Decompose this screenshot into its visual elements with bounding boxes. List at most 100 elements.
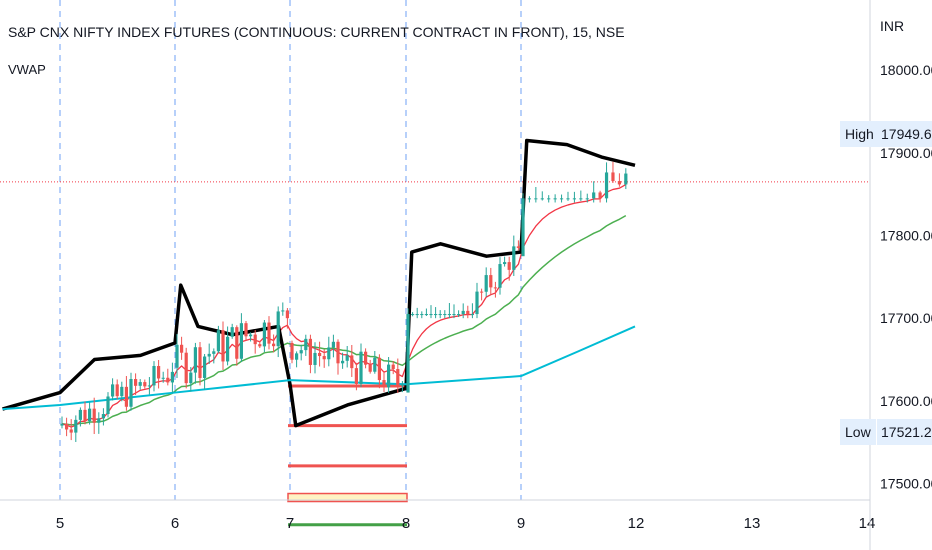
x-tick-label: 6: [171, 515, 179, 532]
vwap-line: [2, 138, 636, 428]
candle-body: [391, 364, 395, 370]
candle-body: [598, 192, 602, 199]
candle-body: [290, 342, 294, 360]
candle-body: [304, 338, 308, 351]
candle-body: [489, 275, 493, 288]
candle-body: [143, 382, 147, 387]
candle-body: [396, 369, 400, 386]
candle-body: [166, 377, 170, 383]
candle-body: [368, 364, 372, 372]
candle-body: [411, 314, 415, 316]
candle-body: [341, 360, 345, 364]
candle-body: [152, 366, 156, 386]
candle-body: [276, 311, 280, 347]
candle-body: [281, 310, 285, 312]
candle-body: [331, 341, 335, 348]
candle-body: [253, 334, 257, 345]
candle-body: [466, 310, 470, 315]
high-label: High: [840, 121, 879, 147]
candle-body: [336, 341, 340, 364]
candle-body: [124, 386, 128, 407]
candle-body: [115, 384, 119, 397]
y-tick-label: 17600.00: [880, 393, 932, 409]
candle-body: [359, 351, 363, 384]
candle-body: [327, 347, 331, 360]
candle-body: [377, 357, 381, 381]
candle-body: [373, 357, 377, 372]
candle-body: [216, 330, 220, 352]
x-tick-label: 9: [517, 515, 525, 532]
candle-body: [193, 347, 197, 373]
x-tick-label: 5: [56, 515, 64, 532]
candle-body: [138, 382, 142, 386]
candle-body: [553, 198, 557, 200]
ema-slow-line: [61, 214, 627, 426]
y-tick-label: 18000.00: [880, 62, 932, 78]
y-tick-label: 17900.00: [880, 145, 932, 161]
candles: [60, 161, 628, 442]
candle-body: [527, 198, 532, 200]
candle-body: [415, 314, 419, 316]
candle-body: [285, 310, 289, 319]
y-tick-label: 17800.00: [880, 228, 932, 244]
candle-body: [611, 172, 615, 182]
candle-body: [447, 314, 451, 316]
candle-body: [516, 246, 520, 248]
candle-body: [147, 385, 151, 387]
candle-body: [170, 371, 174, 383]
candle-body: [507, 262, 511, 270]
candle-body: [272, 343, 276, 347]
candle-body: [198, 347, 202, 378]
candle-body: [295, 353, 299, 360]
candle-body: [354, 368, 358, 384]
candle-body: [350, 355, 354, 369]
candle-body: [617, 181, 621, 185]
candle-body: [313, 352, 317, 365]
candle-body: [69, 429, 73, 433]
candle-body: [503, 262, 507, 265]
candle-body: [249, 334, 253, 337]
candle-body: [78, 409, 82, 420]
candle-body: [424, 314, 428, 316]
candle-body: [521, 198, 525, 257]
candle-body: [382, 380, 386, 388]
x-tick-label: 7: [286, 515, 294, 532]
candle-body: [470, 314, 474, 316]
candle-body: [443, 314, 447, 316]
candle-body: [559, 198, 564, 200]
candle-body: [161, 377, 165, 379]
candle-body: [480, 291, 484, 293]
candle-body: [88, 408, 92, 422]
candle-body: [180, 344, 184, 353]
candle-body: [457, 314, 461, 316]
candle-body: [92, 408, 96, 423]
candle-body: [566, 198, 570, 200]
candle-body: [572, 198, 577, 200]
chart-title: S&P CNX NIFTY INDEX FUTURES (CONTINUOUS:…: [8, 24, 625, 40]
candle-body: [604, 172, 609, 199]
candle-body: [97, 418, 101, 423]
x-tick-label: 12: [628, 515, 645, 532]
indicator-label[interactable]: VWAP: [8, 62, 46, 77]
candle-body: [420, 314, 424, 316]
candle-body: [120, 386, 124, 397]
candle-body: [258, 344, 262, 347]
x-tick-label: 13: [744, 515, 761, 532]
candle-body: [438, 314, 442, 316]
candle-body: [308, 338, 312, 365]
x-tick-label: 8: [402, 515, 410, 532]
candle-body: [221, 330, 225, 362]
ema-fast-line: [61, 183, 627, 428]
candle-body: [406, 314, 410, 393]
currency-label: INR: [880, 18, 905, 34]
candle-body: [262, 322, 266, 347]
x-tick-label: 14: [859, 515, 876, 532]
candle-body: [134, 379, 138, 386]
candle-body: [106, 396, 110, 415]
candle-body: [83, 409, 87, 422]
high-value: 17949.65: [877, 121, 932, 147]
candle-body: [226, 336, 230, 362]
candle-body: [322, 356, 326, 360]
candle-body: [244, 323, 248, 337]
